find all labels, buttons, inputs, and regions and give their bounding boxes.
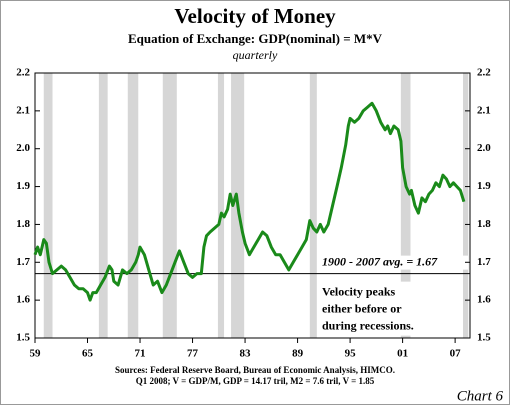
y-tick-label: 2.1 — [477, 104, 491, 116]
sources: Q1 2008; V = GDP/M, GDP = 14.17 tril, M2… — [136, 376, 375, 386]
y-tick-label: 2.0 — [16, 142, 30, 154]
recession-band — [127, 73, 139, 338]
frequency: quarterly — [233, 48, 278, 62]
y-tick-label: 1.6 — [16, 294, 30, 306]
y-tick-label: 1.7 — [16, 256, 30, 268]
recession-band — [462, 73, 469, 338]
recession-band — [43, 73, 53, 338]
recession-band — [309, 73, 317, 338]
recession-band — [217, 73, 225, 338]
x-tick-label: 89 — [292, 348, 304, 360]
x-tick-label: 01 — [397, 348, 408, 360]
y-tick-label: 1.5 — [16, 332, 30, 344]
x-tick-label: 95 — [345, 348, 357, 360]
annotation: Velocity peaks — [322, 284, 396, 298]
chart-subtitle: Equation of Exchange: GDP(nominal) = M*V — [128, 31, 383, 46]
x-tick-label: 65 — [82, 348, 94, 360]
chart-title: Velocity of Money — [174, 4, 336, 28]
y-tick-label: 1.7 — [477, 256, 491, 268]
y-tick-label: 1.5 — [477, 332, 491, 344]
y-tick-label: 1.8 — [16, 218, 30, 230]
plot-frame — [34, 72, 471, 339]
recession-band — [400, 73, 411, 338]
average-label: 1900 - 2007 avg. = 1.67 — [322, 254, 438, 268]
x-tick-label: 07 — [450, 348, 462, 360]
y-tick-label: 2.2 — [477, 67, 491, 79]
y-tick-label: 2.2 — [16, 67, 30, 79]
velocity-line — [33, 101, 466, 302]
label-background — [318, 255, 468, 270]
label-background — [318, 281, 463, 336]
y-tick-label: 2.0 — [477, 142, 491, 154]
chart-label: Chart 6 — [457, 388, 504, 404]
x-tick-label: 83 — [240, 348, 252, 360]
recession-band — [162, 73, 177, 338]
y-tick-label: 1.6 — [477, 294, 491, 306]
x-tick-label: 59 — [30, 348, 42, 360]
recession-band — [98, 73, 108, 338]
y-tick-label: 1.8 — [477, 218, 491, 230]
annotation: during recessions. — [322, 318, 414, 332]
y-tick-label: 2.1 — [16, 104, 30, 116]
sources: Sources: Federal Reserve Board, Bureau o… — [115, 365, 395, 375]
y-tick-label: 1.9 — [16, 180, 30, 192]
x-tick-label: 77 — [187, 348, 199, 360]
x-tick-label: 71 — [135, 348, 146, 360]
annotation: either before or — [322, 301, 402, 315]
y-tick-label: 1.9 — [477, 180, 491, 192]
